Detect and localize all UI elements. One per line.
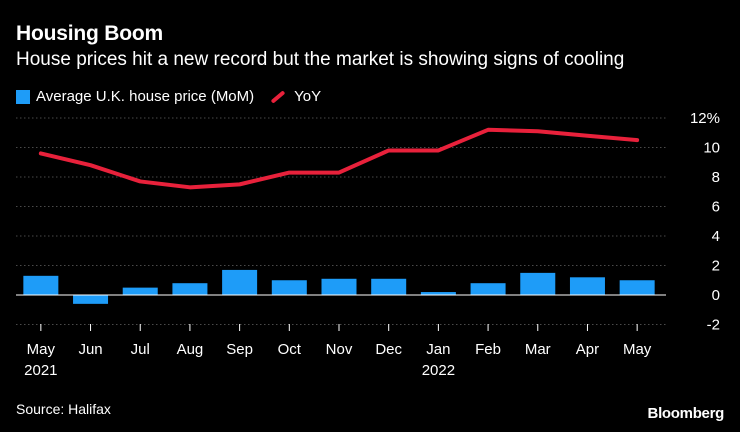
x-tick-label: Jul: [131, 341, 150, 358]
x-tick-label: Nov: [326, 341, 353, 358]
x-tick-label: May: [623, 341, 652, 358]
y-tick-label: -2: [707, 317, 720, 334]
bar: [23, 275, 59, 295]
bar: [321, 278, 357, 295]
bloomberg-logo: Bloomberg: [647, 405, 725, 422]
x-tick-label: Sep: [226, 341, 253, 358]
y-tick-label: 10: [703, 140, 720, 157]
yoy-line: [38, 127, 640, 190]
x-year-label: 2022: [422, 362, 455, 379]
y-tick-label: 6: [712, 199, 720, 216]
bar: [520, 272, 556, 295]
x-tick-label: Jan: [426, 341, 450, 358]
bar: [271, 280, 307, 295]
bar: [122, 287, 158, 295]
x-tick-label: May: [27, 341, 56, 358]
x-tick-label: Aug: [177, 341, 204, 358]
source-note: Source: Halifax: [16, 401, 111, 417]
chart-title: Housing Boom: [16, 22, 163, 45]
legend: Average U.K. house price (MoM) YoY: [16, 88, 321, 105]
legend-bar-swatch: [16, 89, 30, 104]
bar: [222, 269, 258, 295]
bar: [470, 283, 506, 295]
x-tick-label: Dec: [375, 341, 402, 358]
x-tick-label: Oct: [278, 341, 302, 358]
bar: [569, 277, 605, 295]
y-tick-label: 8: [712, 169, 720, 186]
y-tick-label: 0: [712, 287, 720, 304]
x-tick-label: Jun: [78, 341, 102, 358]
legend-bar-label: Average U.K. house price (MoM): [36, 88, 255, 105]
chart-subtitle: House prices hit a new record but the ma…: [16, 49, 625, 70]
x-year-label: 2021: [24, 362, 57, 379]
bar: [371, 278, 407, 295]
bar: [619, 280, 655, 295]
x-tick-label: Apr: [576, 341, 599, 358]
bar: [73, 295, 109, 304]
x-tick-label: Feb: [475, 341, 501, 358]
y-tick-label: 2: [712, 258, 720, 275]
x-tick-label: Mar: [525, 341, 551, 358]
legend-line-label: YoY: [294, 88, 322, 105]
y-tick-label: 4: [712, 228, 720, 245]
bar: [172, 283, 208, 295]
y-tick-label: 12%: [690, 110, 720, 127]
bar: [420, 292, 456, 295]
